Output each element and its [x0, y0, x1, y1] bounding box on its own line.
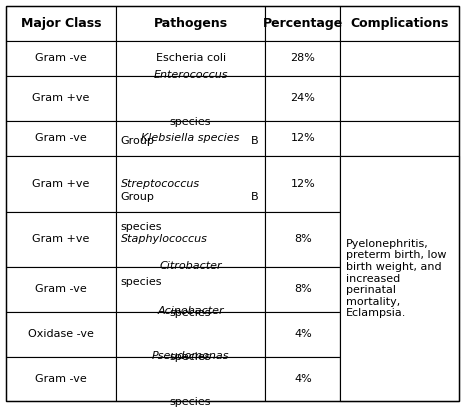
Text: species: species: [170, 308, 211, 317]
Bar: [6, 212, 116, 267]
Text: species: species: [120, 222, 162, 232]
Bar: [340, 267, 459, 312]
Bar: [6, 267, 116, 312]
Bar: [265, 41, 340, 76]
Text: Staphylococcus: Staphylococcus: [120, 234, 208, 244]
Text: species: species: [170, 117, 211, 127]
Bar: [265, 212, 340, 267]
Bar: [265, 121, 340, 156]
Bar: [6, 121, 116, 156]
Bar: [116, 76, 265, 121]
Bar: [6, 156, 116, 212]
Text: Gram -ve: Gram -ve: [35, 134, 87, 144]
Text: Citrobacter: Citrobacter: [159, 261, 222, 271]
Text: 8%: 8%: [294, 234, 312, 244]
Bar: [340, 312, 459, 356]
Bar: [116, 5, 265, 41]
Bar: [6, 356, 116, 401]
Bar: [116, 212, 265, 267]
Text: Acinobacter: Acinobacter: [157, 306, 224, 316]
Text: B: B: [251, 136, 258, 146]
Bar: [116, 41, 265, 76]
Text: Gram -ve: Gram -ve: [35, 285, 87, 295]
Text: species: species: [170, 397, 211, 407]
Text: 4%: 4%: [294, 329, 312, 339]
Bar: [116, 267, 265, 312]
Text: 8%: 8%: [294, 285, 312, 295]
Bar: [6, 312, 116, 356]
Text: species: species: [120, 277, 162, 287]
Text: Group: Group: [120, 136, 155, 146]
Text: Group: Group: [120, 191, 155, 202]
Text: 28%: 28%: [291, 54, 315, 63]
Bar: [265, 356, 340, 401]
Bar: [116, 121, 265, 156]
Text: Major Class: Major Class: [21, 17, 101, 29]
Text: Complications: Complications: [351, 17, 449, 29]
Bar: [340, 5, 459, 41]
Text: 12%: 12%: [291, 179, 315, 189]
Bar: [340, 156, 459, 212]
Text: B: B: [251, 191, 258, 202]
Text: 24%: 24%: [291, 93, 315, 103]
Bar: [6, 41, 116, 76]
Bar: [265, 76, 340, 121]
Bar: [340, 356, 459, 401]
Text: Percentage: Percentage: [263, 17, 343, 29]
Bar: [340, 41, 459, 76]
Text: Klebsiella species: Klebsiella species: [141, 134, 240, 144]
Bar: [340, 212, 459, 267]
Bar: [265, 5, 340, 41]
Text: Gram -ve: Gram -ve: [35, 374, 87, 384]
Bar: [265, 156, 340, 212]
Text: Streptococcus: Streptococcus: [120, 179, 200, 189]
Text: Enterococcus: Enterococcus: [154, 71, 228, 81]
Bar: [340, 156, 459, 401]
Text: Oxidase -ve: Oxidase -ve: [28, 329, 94, 339]
Text: 12%: 12%: [291, 134, 315, 144]
Text: Pseudomonas: Pseudomonas: [152, 351, 229, 361]
Bar: [340, 156, 459, 401]
Text: 4%: 4%: [294, 374, 312, 384]
Text: Gram +ve: Gram +ve: [32, 179, 90, 189]
Bar: [340, 121, 459, 156]
Bar: [116, 356, 265, 401]
Text: Gram +ve: Gram +ve: [32, 93, 90, 103]
Bar: [340, 76, 459, 121]
Bar: [265, 312, 340, 356]
Text: Pathogens: Pathogens: [154, 17, 228, 29]
Text: Gram +ve: Gram +ve: [32, 234, 90, 244]
Bar: [6, 5, 116, 41]
Bar: [6, 76, 116, 121]
Text: Pyelonephritis,
preterm birth, low
birth weight, and
increased
perinatal
mortali: Pyelonephritis, preterm birth, low birth…: [346, 239, 447, 318]
Text: Escheria coli: Escheria coli: [155, 54, 226, 63]
Text: Gram -ve: Gram -ve: [35, 54, 87, 63]
Bar: [265, 267, 340, 312]
Text: species: species: [170, 352, 211, 362]
Bar: [116, 312, 265, 356]
Bar: [116, 156, 265, 212]
